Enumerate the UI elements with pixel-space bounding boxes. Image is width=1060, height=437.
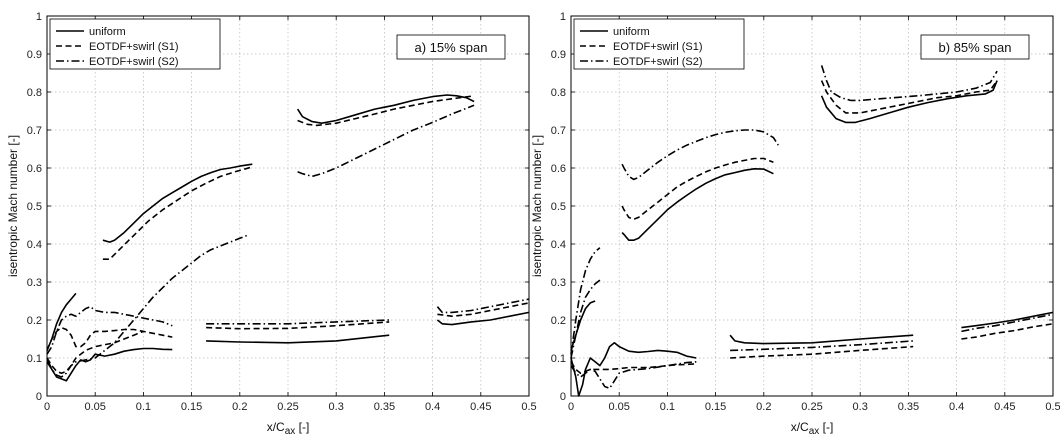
series-line-2-segment-5 xyxy=(820,65,998,102)
legend-entry: EOTDF+swirl (S2) xyxy=(613,56,703,68)
x-tick-label: 0.45 xyxy=(994,401,1015,413)
plot-frame xyxy=(570,15,1054,397)
legend: uniform EOTDF+swirl (S1) EOTDF+swirl (S2) xyxy=(49,18,221,70)
y-tick-label: 0 xyxy=(560,391,566,403)
series-line-2-segment-2 xyxy=(206,319,390,325)
y-axis-label: isentropic Mach number [-] xyxy=(530,135,544,277)
legend-entry: EOTDF+swirl (S2) xyxy=(89,56,179,68)
x-tick-label: 0 xyxy=(44,401,50,413)
series-line-0-segment-4 xyxy=(296,94,475,124)
y-tick-label: 1 xyxy=(36,11,42,23)
series-line-2-segment-4 xyxy=(436,298,530,314)
x-tick-label: 0.05 xyxy=(84,401,105,413)
y-tick-label: 0.1 xyxy=(551,353,566,365)
legend-entry: EOTDF+swirl (S1) xyxy=(613,41,703,53)
y-tick-label: 0.2 xyxy=(27,315,42,327)
x-tick-label: 0.1 xyxy=(660,401,675,413)
series-line-0-segment-3 xyxy=(206,334,390,344)
x-tick-label: 0.2 xyxy=(756,401,771,413)
x-tick-label: 0.35 xyxy=(898,401,919,413)
series-line-2-segment-0 xyxy=(570,247,601,355)
x-axis-label: x/Cax [-] xyxy=(267,420,310,437)
legend-entry: uniform xyxy=(613,26,650,38)
x-tick-label: 0.4 xyxy=(949,401,964,413)
series-line-1-segment-4 xyxy=(297,95,475,127)
y-tick-label: 0.8 xyxy=(27,87,42,99)
x-tick-label: 0.45 xyxy=(470,401,491,413)
plot-frame xyxy=(46,15,530,397)
x-tick-label: 0.25 xyxy=(801,401,822,413)
y-tick-label: 0.6 xyxy=(27,163,42,175)
x-axis-label: x/Cax [-] xyxy=(791,420,834,437)
series-line-2-segment-3 xyxy=(621,129,779,181)
y-tick-label: 0.9 xyxy=(551,49,566,61)
y-tick-label: 0.7 xyxy=(551,125,566,137)
y-tick-label: 0.1 xyxy=(27,353,42,365)
series-line-0-segment-2 xyxy=(102,163,253,243)
series-line-0-segment-2 xyxy=(621,168,774,241)
series-line-1-segment-3 xyxy=(820,80,998,114)
legend-entry: uniform xyxy=(89,26,126,38)
x-tick-label: 0.5 xyxy=(1045,401,1060,413)
series-line-0-segment-5 xyxy=(961,311,1054,329)
series-line-1-segment-2 xyxy=(730,345,914,359)
panel-annotation: a) 15% span xyxy=(415,40,488,55)
series-line-1-segment-2 xyxy=(102,166,253,260)
series-line-1-segment-0 xyxy=(570,361,697,374)
y-tick-label: 0.5 xyxy=(551,201,566,213)
y-tick-label: 0.2 xyxy=(551,315,566,327)
series-line-1-segment-4 xyxy=(961,323,1054,340)
series-line-1-segment-5 xyxy=(437,302,530,317)
series-line-2-segment-4 xyxy=(730,340,914,352)
series-line-2-segment-6 xyxy=(961,313,1054,333)
y-tick-label: 0.7 xyxy=(27,125,42,137)
x-tick-label: 0.15 xyxy=(181,401,202,413)
series-line-0-segment-5 xyxy=(436,311,530,326)
y-tick-label: 0.3 xyxy=(551,277,566,289)
x-tick-label: 0.35 xyxy=(374,401,395,413)
x-tick-label: 0 xyxy=(568,401,574,413)
series-line-0-segment-1 xyxy=(570,342,697,397)
y-tick-label: 0.6 xyxy=(551,163,566,175)
y-tick-label: 0.4 xyxy=(551,239,566,251)
series-line-0-segment-0 xyxy=(570,300,596,351)
x-tick-label: 0.15 xyxy=(705,401,726,413)
x-tick-label: 0.25 xyxy=(277,401,298,413)
series-line-2-segment-0 xyxy=(46,305,173,355)
series-line-1-segment-1 xyxy=(46,330,144,374)
x-tick-label: 0.2 xyxy=(232,401,247,413)
annotation-box xyxy=(920,34,1030,60)
x-tick-label: 0.3 xyxy=(329,401,344,413)
chart-panel-0: 0 0.05 0.1 0.15 0.2 0.25 0.3 0.35 0.4 0.45 0.5 0 0.1… xyxy=(6,11,537,437)
y-tick-label: 1 xyxy=(560,11,566,23)
x-tick-label: 0.4 xyxy=(425,401,440,413)
legend-entry: EOTDF+swirl (S1) xyxy=(89,41,179,53)
x-tick-label: 0.05 xyxy=(608,401,629,413)
x-tick-label: 0.1 xyxy=(136,401,151,413)
series-line-2-segment-1 xyxy=(570,279,601,359)
series-line-0-segment-4 xyxy=(820,80,998,124)
x-tick-label: 0.3 xyxy=(853,401,868,413)
y-tick-label: 0.3 xyxy=(27,277,42,289)
series-line-0-segment-3 xyxy=(729,334,914,345)
series-line-2-segment-2 xyxy=(570,361,697,390)
series-line-1-segment-3 xyxy=(206,321,390,330)
series-line-0-segment-1 xyxy=(46,347,173,382)
legend: uniform EOTDF+swirl (S1) EOTDF+swirl (S2) xyxy=(573,18,745,70)
y-tick-label: 0.5 xyxy=(27,201,42,213)
y-tick-label: 0 xyxy=(36,391,42,403)
series-line-2-segment-3 xyxy=(297,104,475,178)
annotation-box xyxy=(396,34,506,60)
y-axis-label: isentropic Mach number [-] xyxy=(6,135,20,277)
series-line-1-segment-1 xyxy=(621,157,774,221)
y-tick-label: 0.8 xyxy=(551,87,566,99)
panel-annotation: b) 85% span xyxy=(939,40,1012,55)
chart-panel-1: 0 0.05 0.1 0.15 0.2 0.25 0.3 0.35 0.4 0.45 0.5 0 0.1… xyxy=(530,11,1060,437)
y-tick-label: 0.4 xyxy=(27,239,42,251)
x-tick-label: 0.5 xyxy=(521,401,536,413)
y-tick-label: 0.9 xyxy=(27,49,42,61)
series-line-2-segment-1 xyxy=(46,233,250,378)
